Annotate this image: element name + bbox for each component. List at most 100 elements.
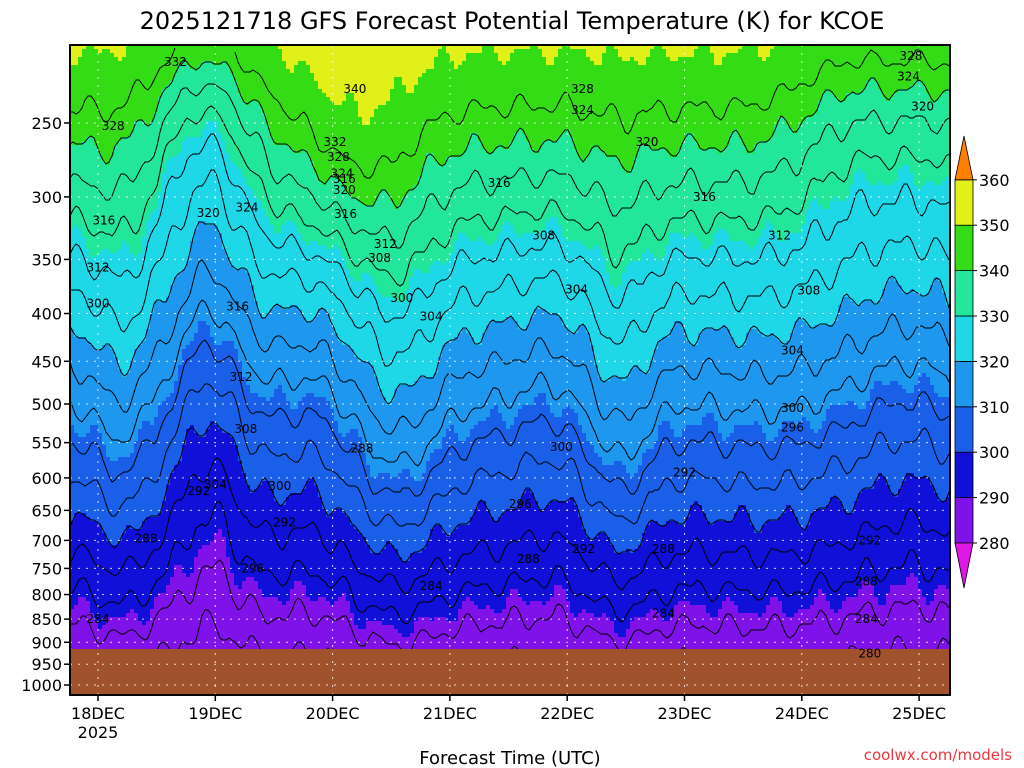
x-tick-label: 25DEC [892, 704, 946, 723]
y-tick-label: 300 [31, 188, 62, 207]
contour-308 [70, 339, 950, 497]
contour-label: 324 [331, 166, 354, 180]
x-tick-label: 24DEC [775, 704, 829, 723]
contour-label: 324 [571, 103, 594, 117]
y-tick-label: 950 [31, 655, 62, 674]
contour-316 [70, 259, 950, 435]
x-tick-label: 18DEC [71, 704, 125, 723]
y-tick-label: 350 [31, 250, 62, 269]
contour-label: 340 [343, 82, 366, 96]
colorbar-tick-label: 300 [979, 443, 1010, 462]
ground-fill [70, 648, 950, 695]
x-tick-year-label: 2025 [78, 723, 119, 742]
contour-344 [70, 47, 950, 179]
colorbar-segment [954, 451, 974, 499]
contour-label: 316 [226, 299, 249, 313]
contour-label: 304 [781, 343, 804, 357]
contour-label: 304 [204, 478, 227, 492]
colorbar-tick-label: 310 [979, 398, 1010, 417]
x-tick-label: 21DEC [423, 704, 477, 723]
contour-328 [70, 133, 950, 323]
contour-label: 320 [197, 206, 220, 220]
contour-label: 292 [572, 542, 595, 556]
colorbar-segment [954, 360, 974, 408]
x-tick-label: 19DEC [188, 704, 242, 723]
contour-label: 332 [164, 55, 187, 69]
contour-label: 292 [858, 533, 881, 547]
colorbar-segment [954, 497, 974, 544]
colorbar-bottom-arrow [954, 542, 974, 589]
contour-label: 312 [374, 237, 397, 251]
contour-label: 292 [187, 484, 210, 498]
y-tick-label: 750 [31, 559, 62, 578]
y-tick-label: 600 [31, 469, 62, 488]
y-tick-label: 900 [31, 633, 62, 652]
contour-label: 304 [565, 283, 588, 297]
contour-label: 300 [268, 479, 291, 493]
contour-336 [70, 83, 950, 249]
x-tick-label: 22DEC [540, 704, 594, 723]
y-tick-label: 550 [31, 434, 62, 453]
contour-label: 288 [855, 575, 878, 589]
contour-label: 328 [327, 150, 350, 164]
contour-label: 312 [87, 260, 110, 274]
contour-340 [70, 59, 949, 209]
grid-lines [70, 45, 950, 695]
contour-332 [70, 105, 950, 287]
contour-304 [70, 383, 950, 527]
colorbar-segment [954, 406, 974, 453]
colorbar-tick-label: 350 [979, 216, 1010, 235]
y-tick-label: 700 [31, 531, 62, 550]
colorbar-tick-label: 360 [979, 171, 1010, 190]
contour-label: 328 [899, 49, 922, 63]
colorbar-segment [954, 179, 974, 226]
contour-label: 288 [652, 542, 675, 556]
contour-label: 316 [334, 207, 357, 221]
contour-label: 320 [911, 99, 934, 113]
x-tick-label: 20DEC [306, 704, 360, 723]
y-tick-label: 400 [31, 305, 62, 324]
contour-label: 312 [768, 229, 791, 243]
contour-324 [70, 169, 950, 367]
contour-label: 312 [230, 370, 253, 384]
contour-label: 316 [92, 214, 115, 228]
contour-320 [70, 221, 950, 405]
contour-label: 328 [102, 119, 125, 133]
credit-text: coolwx.com/models [864, 746, 1012, 764]
y-tick-label: 850 [31, 610, 62, 629]
contour-label: 324 [236, 201, 259, 215]
colorbar-tick-label: 340 [979, 262, 1010, 281]
x-axis: 18DEC 19DEC 20DEC 21DEC 22DEC 23DEC 24DEC 25DEC… [71, 695, 946, 742]
contour-288 [70, 559, 950, 653]
contour-label: 332 [323, 135, 346, 149]
contour-label: 316 [488, 176, 511, 190]
contour-label: 296 [509, 497, 532, 511]
contour-label: 296 [241, 561, 264, 575]
contour-label: 320 [333, 183, 356, 197]
contour-label: 284 [652, 606, 675, 620]
contour-label: 304 [420, 310, 443, 324]
ground-terrain [70, 648, 950, 695]
colorbar-top-arrow [954, 135, 974, 181]
contour-label: 308 [797, 284, 820, 298]
contour-label: 316 [693, 190, 716, 204]
colorbar-tick-label: 320 [979, 352, 1010, 371]
contour-label: 328 [571, 82, 594, 96]
contour-label: 308 [532, 229, 555, 243]
contour-label: 288 [350, 441, 373, 455]
y-tick-label: 250 [31, 114, 62, 133]
chart-title: 2025121718 GFS Forecast Potential Temper… [140, 7, 885, 35]
colorbar-tick-label: 290 [979, 489, 1010, 508]
contour-label: 288 [517, 552, 540, 566]
colorbar-tick-label: 280 [979, 534, 1010, 553]
y-tick-label: 650 [31, 501, 62, 520]
contour-292 [70, 501, 949, 625]
contour-312 [70, 299, 950, 467]
colorbar-segment [954, 270, 974, 317]
colorbar-tick-label: 330 [979, 307, 1010, 326]
x-tick-label: 23DEC [658, 704, 712, 723]
y-tick-label: 500 [31, 395, 62, 414]
